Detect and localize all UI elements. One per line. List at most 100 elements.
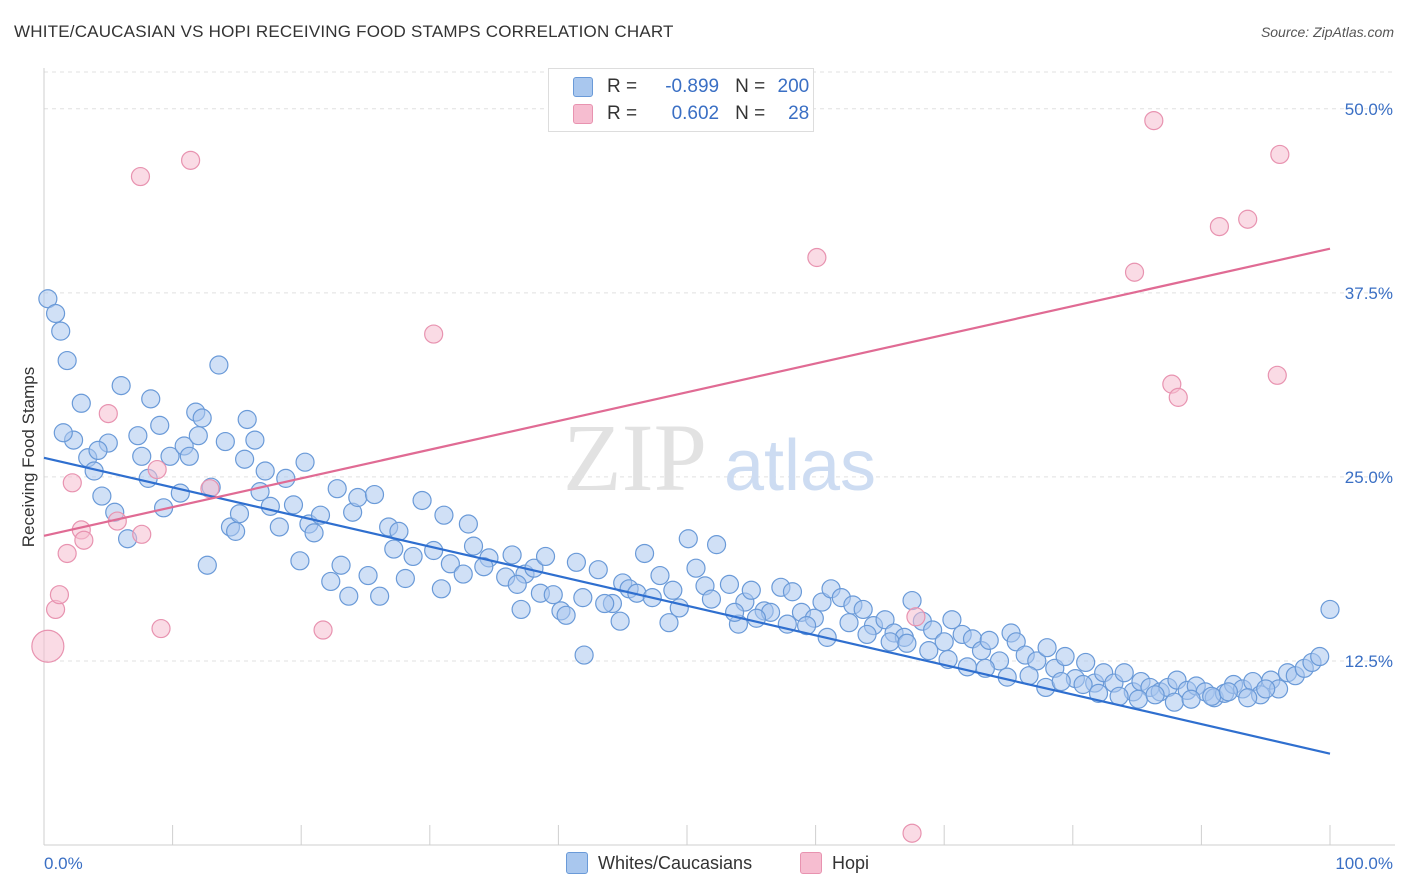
hopi-point-22 [1209, 217, 1230, 237]
hopi-point-3 [57, 543, 77, 564]
hopi-point-19 [1144, 110, 1164, 131]
whites-point-40 [331, 555, 351, 575]
hopi-point-24 [1267, 365, 1287, 385]
watermark: ZIP atlas [563, 404, 876, 511]
legend-row-whites: R = -0.899 N = 200 [573, 75, 809, 99]
whites-point-177 [880, 632, 900, 652]
whites-point-24 [209, 355, 229, 375]
trend-lines [43, 247, 1331, 755]
whites-point-35 [290, 551, 310, 571]
whites-point-179 [919, 641, 939, 661]
stats-legend: R = -0.899 N = 200 R = 0.602 N = 28 [548, 68, 814, 132]
whites-point-54 [463, 536, 484, 556]
hopi-point-27 [906, 607, 926, 627]
whites-point-77 [719, 574, 740, 594]
whites-point-80 [741, 580, 761, 600]
whites-point-64 [566, 552, 587, 572]
whites-point-146 [188, 426, 208, 446]
whites-point-104 [979, 630, 999, 650]
whites-point-19 [179, 446, 199, 466]
hopi-point-17 [902, 823, 922, 843]
whites-point-52 [440, 554, 460, 574]
legend-r-label: R = [607, 103, 638, 124]
bottom-legend-label-whites: Whites/Caucasians [598, 852, 753, 873]
hopi-point-25 [1270, 144, 1290, 165]
trend-line-hopi [43, 247, 1331, 537]
whites-point-91 [853, 599, 873, 620]
whites-point-193 [1181, 689, 1201, 709]
x-tick-label-max: 100.0% [1335, 854, 1393, 873]
legend-swatch-hopi [573, 104, 593, 124]
whites-point-143 [88, 440, 108, 461]
whites-point-145 [150, 415, 170, 435]
series-whites-points [38, 289, 1340, 712]
legend-n-value-hopi: 28 [788, 103, 810, 124]
whites-point-194 [1202, 686, 1222, 706]
whites-point-163 [595, 593, 615, 614]
whites-point-195 [1218, 682, 1239, 702]
whites-point-34 [276, 468, 296, 488]
legend-row-hopi: R = 0.602 N = 28 [573, 102, 809, 126]
whites-point-50 [424, 540, 444, 561]
whites-point-118 [1114, 663, 1134, 683]
y-tick-label-0: 12.5% [1345, 652, 1393, 671]
whites-point-150 [283, 495, 304, 515]
whites-point-162 [573, 588, 593, 608]
whites-point-151 [295, 452, 315, 472]
whites-point-186 [1051, 671, 1071, 692]
axes [43, 68, 1395, 846]
whites-point-109 [1027, 651, 1047, 671]
whites-point-14 [132, 446, 152, 466]
y-tick-label-3: 50.0% [1345, 100, 1393, 119]
hopi-point-6 [74, 530, 94, 550]
whites-point-29 [245, 430, 265, 450]
y-axis-label: Receiving Food Stamps [19, 367, 38, 547]
whites-point-190 [1128, 689, 1148, 709]
whites-point-73 [678, 529, 698, 549]
trend-line-whites [43, 456, 1331, 755]
whites-point-93 [875, 610, 895, 630]
whites-point-158 [474, 557, 494, 577]
whites-point-32 [260, 496, 280, 516]
hopi-point-16 [807, 247, 827, 268]
hopi-point-0 [31, 629, 65, 663]
hopi-point-4 [62, 473, 82, 493]
whites-point-155 [403, 546, 423, 567]
whites-point-72 [663, 580, 683, 600]
whites-point-161 [543, 585, 563, 605]
bottom-legend-swatch-whites [566, 852, 588, 874]
whites-point-148 [237, 409, 257, 430]
whites-point-178 [897, 633, 917, 653]
whites-point-84 [782, 582, 803, 602]
whites-point-141 [1320, 599, 1340, 620]
whites-point-197 [1256, 679, 1276, 699]
whites-point-39 [321, 571, 341, 592]
whites-point-156 [434, 505, 454, 525]
whites-point-4 [71, 393, 91, 413]
legend-r-value-whites: -0.899 [665, 76, 720, 97]
whites-point-0 [38, 289, 58, 309]
watermark-zip: ZIP [563, 404, 707, 511]
source-label: Source: ZipAtlas.com [1260, 24, 1394, 40]
whites-point-16 [160, 446, 180, 466]
whites-point-164 [610, 611, 630, 631]
y-tick-label-1: 25.0% [1345, 468, 1393, 487]
hopi-point-12 [181, 150, 201, 170]
whites-point-25 [215, 431, 235, 452]
whites-point-87 [812, 592, 832, 612]
legend-r-value-hopi: 0.602 [671, 103, 720, 124]
hopi-point-7 [98, 403, 118, 424]
whites-point-66 [588, 560, 608, 580]
whites-point-175 [839, 613, 859, 633]
whites-point-110 [1037, 638, 1057, 658]
hopi-point-21 [1168, 387, 1188, 407]
bottom-legend-hopi: Hopi [800, 852, 869, 874]
whites-point-153 [364, 484, 385, 505]
hopi-point-9 [132, 524, 152, 544]
whites-point-142 [53, 423, 73, 443]
whites-point-43 [348, 487, 368, 508]
bottom-legend-label-hopi: Hopi [832, 852, 870, 873]
whites-point-65 [574, 645, 594, 665]
whites-point-41 [339, 586, 359, 606]
whites-point-192 [1164, 692, 1184, 712]
